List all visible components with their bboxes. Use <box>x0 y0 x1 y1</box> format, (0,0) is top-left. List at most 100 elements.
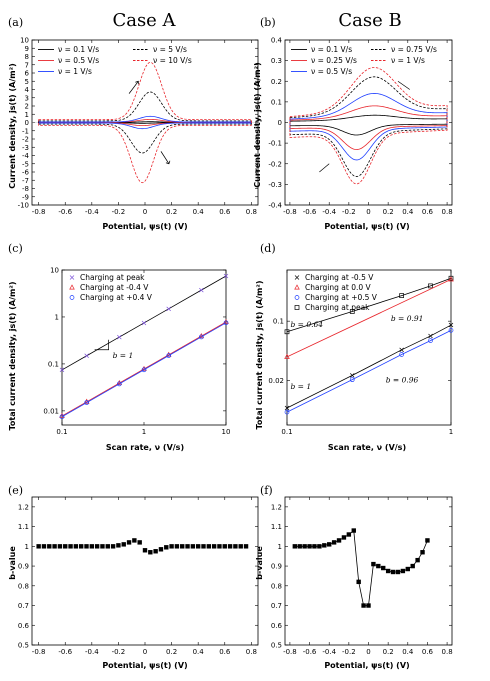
data-point <box>322 543 327 548</box>
legend-label: Charging at +0.5 V <box>305 293 378 302</box>
x-tick-label: -0.8 <box>32 208 46 216</box>
data-point <box>78 544 84 549</box>
legend-label: ν = 10 V/s <box>153 56 192 65</box>
data-point <box>448 327 454 333</box>
data-point <box>292 544 298 549</box>
x-tick-label: -0.8 <box>283 648 297 656</box>
y-tick-label: -0.4 <box>268 202 282 210</box>
x-tick-label: -0.2 <box>112 648 126 656</box>
data-point <box>405 566 410 572</box>
data-point <box>148 550 153 555</box>
data-point <box>89 544 95 549</box>
x-tick-label: 0.6 <box>219 648 231 656</box>
data-point <box>84 400 90 405</box>
y-tick-label: 0.8 <box>271 582 282 590</box>
b-value-line <box>294 529 428 606</box>
legend-label: ν = 0.5 V/s <box>311 67 352 76</box>
panel-f-ylabel: b-value <box>255 546 264 580</box>
y-tick-label: -8 <box>22 185 29 193</box>
cv-loop-2 <box>289 93 448 161</box>
case-a-title: Case A <box>112 10 176 31</box>
data-point <box>294 284 300 290</box>
legend-label: ν = 0.75 V/s <box>391 45 437 54</box>
legend-label: ν = 0.1 V/s <box>58 45 99 54</box>
x-tick-label: 1 <box>142 428 146 436</box>
y-tick-label: -5 <box>22 160 29 168</box>
sweep-arrow-down-head <box>165 160 171 165</box>
y-tick-label: 0.1 <box>48 360 59 368</box>
fit-line-2 <box>61 322 227 418</box>
data-point <box>141 365 147 371</box>
data-point <box>121 542 126 547</box>
data-point <box>428 333 433 339</box>
data-point <box>201 544 206 549</box>
data-point <box>222 544 227 549</box>
sweep-arrow-right <box>397 80 410 90</box>
slope-annotation: b = 0.91 <box>391 314 424 323</box>
panel-b: (b) Potential, ψs(t) (V) Current density… <box>253 16 453 231</box>
y-tick-label: 0.8 <box>18 582 29 590</box>
y-tick-label: 1.1 <box>271 523 282 531</box>
data-point <box>448 275 454 281</box>
data-point <box>198 333 205 339</box>
slope-triangle <box>94 339 109 351</box>
data-point <box>116 381 122 387</box>
y-tick-label: 1 <box>25 111 29 119</box>
data-point <box>284 329 290 335</box>
data-point <box>351 528 356 533</box>
data-point <box>57 544 63 549</box>
x-tick-label: -0.6 <box>58 208 72 216</box>
x-tick-label: -0.6 <box>303 208 317 216</box>
cv-loop-3 <box>289 76 448 177</box>
data-point <box>395 569 401 575</box>
fit-line-1 <box>286 279 452 358</box>
data-point <box>399 347 404 353</box>
data-point <box>153 549 158 554</box>
data-point <box>349 377 355 383</box>
y-tick-label: -2 <box>22 136 29 144</box>
data-point <box>142 548 148 553</box>
panel-b-letter: (b) <box>260 16 276 29</box>
panel-f-xlabel: Potential, ψs(t) (V) <box>324 661 409 670</box>
data-point <box>284 409 290 415</box>
x-tick-label: 0 <box>366 208 370 216</box>
data-point <box>238 544 243 549</box>
y-tick-label: -9 <box>22 193 29 201</box>
data-point <box>137 540 142 545</box>
y-tick-label: 0.9 <box>271 563 282 571</box>
legend-label: ν = 0.1 V/s <box>311 45 352 54</box>
y-tick-label: 0.6 <box>18 622 30 630</box>
data-point <box>336 538 342 543</box>
y-tick-label: 0.4 <box>271 37 283 45</box>
data-point <box>211 544 217 549</box>
panel-c: (c) Scan rate, ν (V/s) Total current den… <box>8 242 230 452</box>
data-point <box>73 544 79 549</box>
x-tick-label: -0.2 <box>342 648 356 656</box>
x-tick-label: -0.2 <box>112 208 126 216</box>
cv-loop-4 <box>38 61 252 184</box>
legend-label: ν = 0.5 V/s <box>58 56 99 65</box>
x-tick-label: 0.8 <box>442 648 453 656</box>
panel-c-xlabel: Scan rate, ν (V/s) <box>106 443 184 452</box>
x-tick-label: -0.4 <box>322 648 336 656</box>
y-tick-label: 0.7 <box>18 602 29 610</box>
x-tick-label: 0 <box>143 208 147 216</box>
data-point <box>327 542 332 547</box>
case-b-title: Case B <box>338 10 401 31</box>
data-point <box>349 309 355 314</box>
fit-line-0 <box>286 277 452 333</box>
data-point <box>174 544 180 549</box>
panel-a-xlabel: Potential, ψs(t) (V) <box>102 222 187 231</box>
y-tick-label: -1 <box>22 127 29 135</box>
data-point <box>132 538 137 543</box>
y-tick-label: -0.1 <box>268 140 282 148</box>
data-point <box>116 543 121 548</box>
legend-label: Charging at +0.4 V <box>80 293 153 302</box>
slope-annotation: b = 0.96 <box>386 375 419 384</box>
y-tick-label: -6 <box>22 169 30 177</box>
x-tick-label: 0.4 <box>402 208 414 216</box>
cv-loop-0 <box>289 114 448 136</box>
cv-loop-2 <box>38 115 252 130</box>
data-point <box>346 532 352 537</box>
legend-label: Charging at 0.0 V <box>305 283 372 292</box>
